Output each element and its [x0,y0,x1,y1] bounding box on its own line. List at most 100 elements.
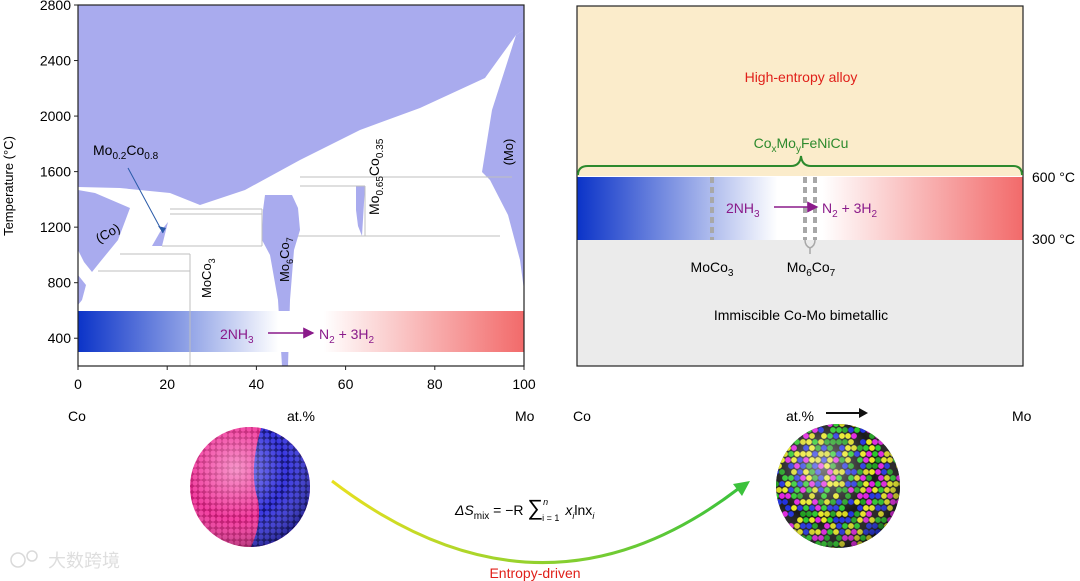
hea-atom [788,547,794,548]
mo065-region [356,186,365,236]
hea-atom [806,547,812,548]
y-tick-label: 2400 [40,53,71,69]
hea-atom [902,487,908,493]
mo065-label: Mo0.65Co0.35 [366,138,386,215]
entropy-equation: ΔSmix = −R ∑n i = 1 xilnxi [454,495,595,523]
hea-atom [779,529,785,535]
hea-atom [887,529,893,535]
hea-atom [863,424,869,427]
hea-atom [899,469,900,475]
hea-atom [899,445,900,451]
hea-atom [887,424,893,427]
x-tick-label: 100 [512,376,536,392]
hea-atom [878,547,884,548]
y-tick-label: 800 [48,275,72,291]
composition-bracket [577,155,1023,176]
moco3-label-right: MoCo3 [691,259,734,279]
hea-region [577,6,1023,176]
hea-atom [893,445,899,451]
hea-atom [779,433,785,439]
hea-atom [896,547,900,548]
x-tick-label: 80 [427,376,443,392]
hea-atom [887,433,893,439]
reaction-left: 2NH3 N2 + 3H2 [220,326,375,346]
y-tick-label: 1200 [40,219,71,235]
hea-atom [776,547,782,548]
hea-atom [776,451,782,457]
hea-atom [896,451,900,457]
hea-atom [788,535,794,541]
entropy-label: Entropy-driven [489,565,580,581]
hea-atom [776,505,779,511]
hea-atom [812,547,818,548]
hea-atom [887,541,893,547]
hea-atom [902,511,908,517]
right-mo-label: Mo [1012,408,1032,424]
nh3-band-left [78,311,524,352]
reaction-right: 2NH3 N2 + 3H2 [726,200,878,220]
hea-atom [872,547,878,548]
left-atpct-label: at.% [287,408,315,424]
hea-atom [869,424,875,427]
mo02co08-pointer [127,167,164,234]
hea-atom [878,427,884,433]
hea-atom [776,427,782,433]
watermark-logo-icon [10,552,26,568]
hea-label: High-entropy alloy [745,69,858,85]
hea-atom [890,439,896,445]
y-tick-label: 1600 [40,164,71,180]
hea-atom [893,541,899,547]
hea-atom [899,493,900,499]
hea-atom [779,445,785,451]
y-tick-label: 400 [48,330,72,346]
nh3-band-right [577,177,1023,240]
y-tick-label: 2000 [40,108,71,124]
hea-atom [902,523,908,529]
hea-atom [884,535,890,541]
segregated-sphere [190,427,310,547]
hea-atom [893,529,899,535]
hea-atom [902,535,908,541]
hea-atom [884,427,890,433]
hea-atom [902,547,908,553]
hea-atom [794,547,800,548]
right-atpct-label: at.% [786,408,814,424]
hea-atom [776,424,779,427]
bimetal-label: Immiscible Co-Mo bimetallic [714,307,888,323]
hea-atom [899,424,900,427]
hea-atom [896,535,900,541]
hea-atom [896,427,900,433]
hea-atom [854,547,860,548]
reaction-right-rhs: N2 + 3H2 [822,200,878,220]
hea-atom [788,427,794,433]
hea-atom [824,547,830,548]
hea-atom [899,529,900,535]
right-co-label: Co [573,408,591,424]
watermark: 大数跨境 [10,550,120,571]
x-tick-label: 60 [338,376,354,392]
hea-atom [776,433,779,439]
hea-atom [776,535,782,541]
hea-atom [800,427,806,433]
hea-sphere [776,424,908,553]
hea-atom [857,424,863,427]
moco3-label: MoCo3 [199,258,217,298]
hea-atom [776,517,779,523]
hea-atom [872,427,878,433]
hea-atom [779,517,785,523]
hea-atom [776,511,782,517]
hea-atom [893,517,899,523]
x-axis: 0 20 40 60 80 100 [74,366,536,392]
hea-atom [782,523,788,529]
hea-atom [794,427,800,433]
reaction-right-lhs: 2NH3 [726,200,760,220]
hea-atom [899,505,900,511]
mo-phase-label: (Mo) [501,139,516,166]
hea-atom [902,499,908,505]
left-mo-label: Mo [515,408,535,424]
hea-atom [779,424,785,427]
hea-atom [884,439,890,445]
hea-atom [878,535,884,541]
hea-atom [782,439,788,445]
